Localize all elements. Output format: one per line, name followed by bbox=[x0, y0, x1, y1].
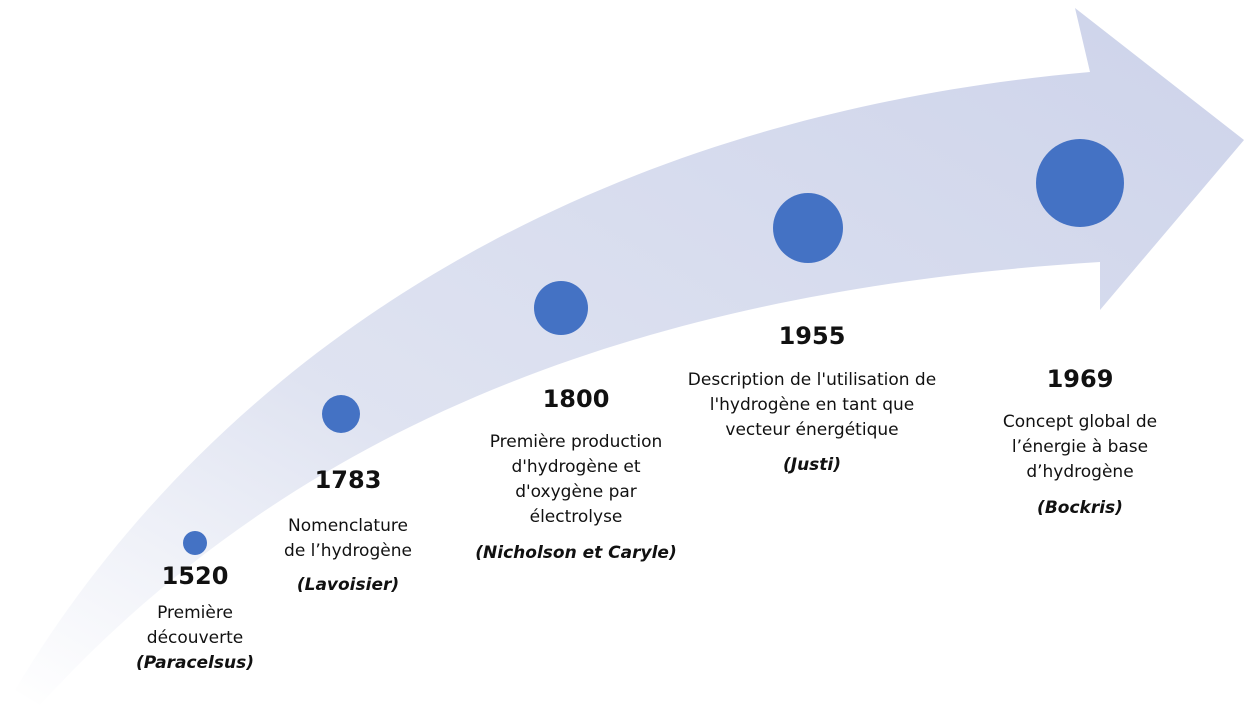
description: d’hydrogène bbox=[1026, 462, 1133, 482]
milestone-dot bbox=[322, 395, 360, 433]
author: (Paracelsus) bbox=[136, 653, 254, 673]
description: Première bbox=[157, 603, 233, 623]
year: 1520 bbox=[162, 562, 229, 590]
description: l'hydrogène en tant que bbox=[710, 395, 915, 415]
author: (Justi) bbox=[783, 455, 841, 475]
author: (Lavoisier) bbox=[297, 575, 399, 595]
description: Nomenclature bbox=[288, 516, 408, 536]
description: d'oxygène par bbox=[515, 482, 637, 502]
year: 1969 bbox=[1047, 365, 1114, 393]
description: vecteur énergétique bbox=[725, 420, 898, 440]
description: Première production bbox=[490, 432, 663, 452]
description: Concept global de bbox=[1003, 412, 1157, 432]
year: 1800 bbox=[543, 385, 610, 413]
milestone-dot bbox=[534, 281, 588, 335]
milestone-dot bbox=[1036, 139, 1124, 227]
description: électrolyse bbox=[530, 507, 623, 527]
description: découverte bbox=[147, 628, 243, 648]
description: d'hydrogène et bbox=[511, 457, 640, 477]
year: 1783 bbox=[315, 466, 382, 494]
arrow bbox=[15, 8, 1244, 705]
milestone-dot bbox=[183, 531, 207, 555]
description: Description de l'utilisation de bbox=[688, 370, 936, 390]
author: (Bockris) bbox=[1037, 498, 1123, 518]
milestone-dot bbox=[773, 193, 843, 263]
description: de l’hydrogène bbox=[284, 541, 412, 561]
description: l’énergie à base bbox=[1012, 437, 1148, 457]
author: (Nicholson et Caryle) bbox=[475, 543, 676, 563]
year: 1955 bbox=[779, 322, 846, 350]
